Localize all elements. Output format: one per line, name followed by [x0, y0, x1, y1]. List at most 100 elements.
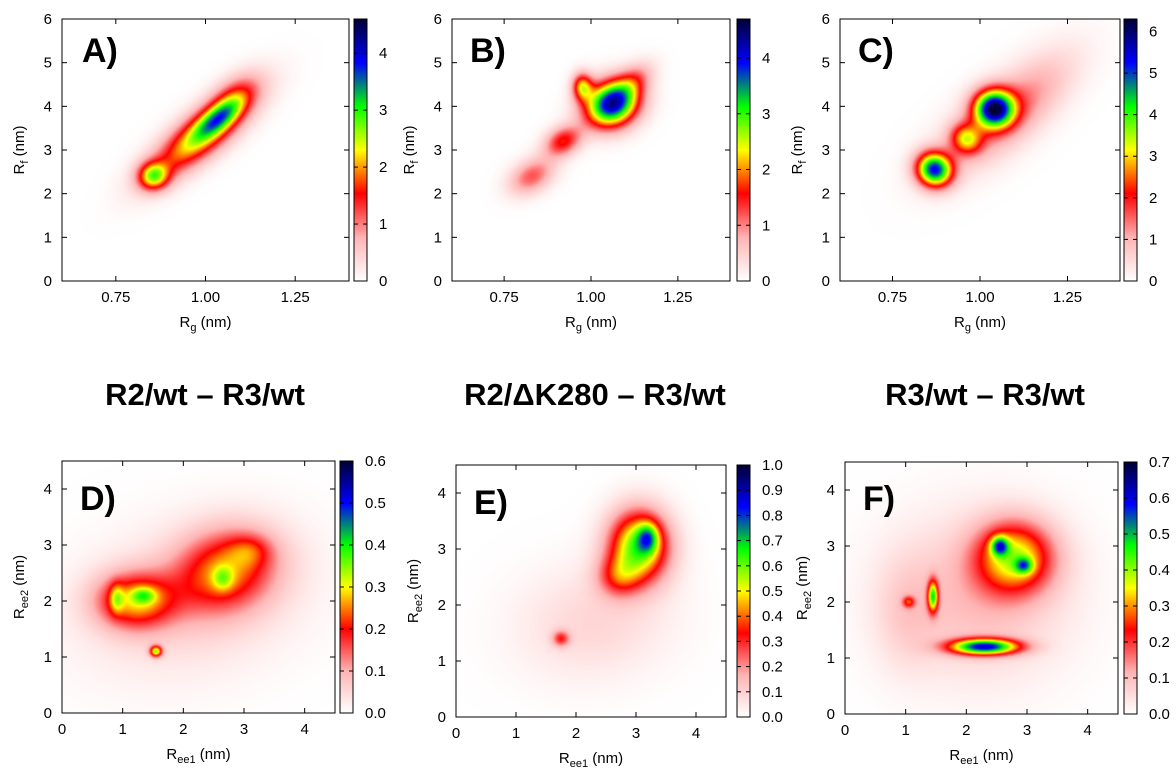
y-tick-label: 0	[822, 273, 830, 290]
panel-4: 0 1 2 3 4 0 1 2 3 4 Ree1 (nm) Ree2 (nm) D) 0.0 0.1 0.2 0…	[11, 453, 386, 766]
row-title-2: R2/ΔK280 – R3/wt	[464, 377, 726, 412]
panel-1: 0.75 1.00 1.25 0 1 2 3 4 5 6 Rg (nm) Rf (nm) A) 0 1 2 3 4	[11, 11, 387, 334]
x-axis-label: Rg (nm)	[565, 314, 617, 334]
y-tick-label: 4	[438, 485, 446, 502]
colorbar-tick-label: 0.1	[365, 663, 386, 680]
y-tick-label: 3	[822, 142, 830, 159]
heatmap-image	[456, 465, 726, 717]
y-axis-label: Rf (nm)	[401, 126, 421, 175]
row-title-1: R2/wt – R3/wt	[105, 377, 305, 412]
y-tick-label: 0	[44, 705, 52, 722]
y-tick-label: 5	[44, 55, 52, 72]
colorbar-tick-label: 0.7	[1149, 454, 1170, 471]
y-tick-label: 0	[438, 709, 446, 726]
y-tick-label: 1	[44, 649, 52, 666]
colorbar-tick-label: 2	[762, 162, 770, 179]
y-tick-label: 0	[44, 273, 52, 290]
colorbar-tick-label: 1	[1149, 231, 1157, 248]
colorbar-tick-label: 0.8	[762, 507, 783, 524]
colorbar-tick-label: 4	[1149, 107, 1157, 124]
y-tick-label: 5	[822, 55, 830, 72]
plot-frame	[844, 461, 1119, 715]
colorbar	[736, 18, 751, 282]
y-tick-label: 6	[44, 11, 52, 28]
y-tick-label: 1	[438, 653, 446, 670]
x-axis-label: Ree1 (nm)	[949, 747, 1013, 767]
colorbar-tick-label: 0.2	[365, 621, 386, 638]
y-axis-label: Ree2 (nm)	[794, 556, 814, 620]
x-tick-label: 1.00	[576, 289, 605, 306]
colorbar-tick-label: 0.6	[762, 558, 783, 575]
colorbar-tick-label: 0.3	[1149, 598, 1170, 615]
y-tick-label: 1	[44, 229, 52, 246]
x-tick-label: 1.25	[281, 289, 310, 306]
y-axis-label: Ree2 (nm)	[405, 559, 425, 623]
y-tick-label: 4	[822, 98, 830, 115]
colorbar-tick-label: 0	[1149, 273, 1157, 290]
y-tick-label: 3	[434, 142, 442, 159]
x-tick-label: 2	[962, 722, 970, 739]
colorbar-tick-label: 0.0	[762, 709, 783, 726]
colorbar-tick-label: 0.0	[365, 705, 386, 722]
row-title-3: R3/wt – R3/wt	[885, 377, 1085, 412]
panel-letter: D)	[80, 480, 116, 518]
y-tick-label: 6	[434, 11, 442, 28]
colorbar-tick-label: 0.7	[762, 533, 783, 550]
colorbar-tick-label: 0.5	[1149, 526, 1170, 543]
x-tick-label: 0.75	[878, 289, 907, 306]
x-tick-label: 0	[58, 721, 66, 738]
x-tick-label: 2	[572, 725, 580, 742]
panel-3: 0.75 1.00 1.25 0 1 2 3 4 5 6 Rg (nm) Rf (nm) C) 0 1 2 3 4…	[789, 11, 1157, 334]
y-tick-label: 4	[44, 481, 52, 498]
x-tick-label: 1.00	[965, 289, 994, 306]
y-tick-label: 1	[822, 229, 830, 246]
colorbar-tick-label: 0.3	[762, 633, 783, 650]
colorbar-tick-label: 0.4	[762, 608, 783, 625]
y-axis-label: Ree2 (nm)	[11, 555, 31, 619]
colorbar-tick-label: 3	[1149, 148, 1157, 165]
colorbar-tick-label: 0.6	[365, 453, 386, 470]
y-axis-label: Rf (nm)	[789, 126, 809, 175]
colorbar	[1123, 461, 1138, 715]
plot-frame	[455, 464, 727, 718]
heatmap-image	[452, 19, 730, 281]
x-tick-label: 0.75	[101, 289, 130, 306]
y-tick-label: 1	[827, 650, 835, 667]
x-tick-label: 4	[300, 721, 308, 738]
colorbar-tick-label: 2	[379, 159, 387, 176]
colorbar-tick-label: 0.4	[1149, 562, 1170, 579]
panel-6: 0 1 2 3 4 0 1 2 3 4 Ree1 (nm) Ree2 (nm) F) 0.0 0.1 0.2 0…	[794, 454, 1170, 767]
x-tick-label: 0	[452, 725, 460, 742]
y-axis-label: Rf (nm)	[11, 126, 31, 175]
colorbar-tick-label: 0.1	[762, 684, 783, 701]
panel-letter: A)	[82, 32, 118, 70]
x-tick-label: 0	[841, 722, 849, 739]
y-tick-label: 2	[822, 186, 830, 203]
y-tick-label: 2	[434, 186, 442, 203]
x-tick-label: 3	[1023, 722, 1031, 739]
colorbar	[353, 18, 368, 282]
colorbar-tick-label: 0.2	[1149, 634, 1170, 651]
y-tick-label: 0	[434, 273, 442, 290]
y-tick-label: 5	[434, 55, 442, 72]
heatmap-image	[840, 19, 1120, 281]
x-tick-label: 4	[692, 725, 700, 742]
x-tick-label: 1.25	[663, 289, 692, 306]
colorbar-tick-label: 0.5	[762, 583, 783, 600]
x-tick-label: 1	[512, 725, 520, 742]
y-tick-label: 4	[434, 98, 442, 115]
colorbar-tick-label: 1.0	[762, 457, 783, 474]
heatmap-image	[62, 461, 335, 713]
panel-letter: E)	[474, 484, 508, 522]
y-tick-label: 6	[822, 11, 830, 28]
x-tick-label: 2	[179, 721, 187, 738]
colorbar-tick-label: 0.6	[1149, 490, 1170, 507]
colorbar-tick-label: 3	[379, 102, 387, 119]
y-tick-label: 2	[44, 593, 52, 610]
x-tick-label: 1.25	[1053, 289, 1082, 306]
y-tick-label: 3	[44, 537, 52, 554]
panel-2: 0.75 1.00 1.25 0 1 2 3 4 5 6 Rg (nm) Rf (nm) B) 0 1 2 3 4	[401, 11, 770, 334]
heatmap-image	[845, 462, 1118, 714]
x-axis-label: Rg (nm)	[954, 314, 1006, 334]
